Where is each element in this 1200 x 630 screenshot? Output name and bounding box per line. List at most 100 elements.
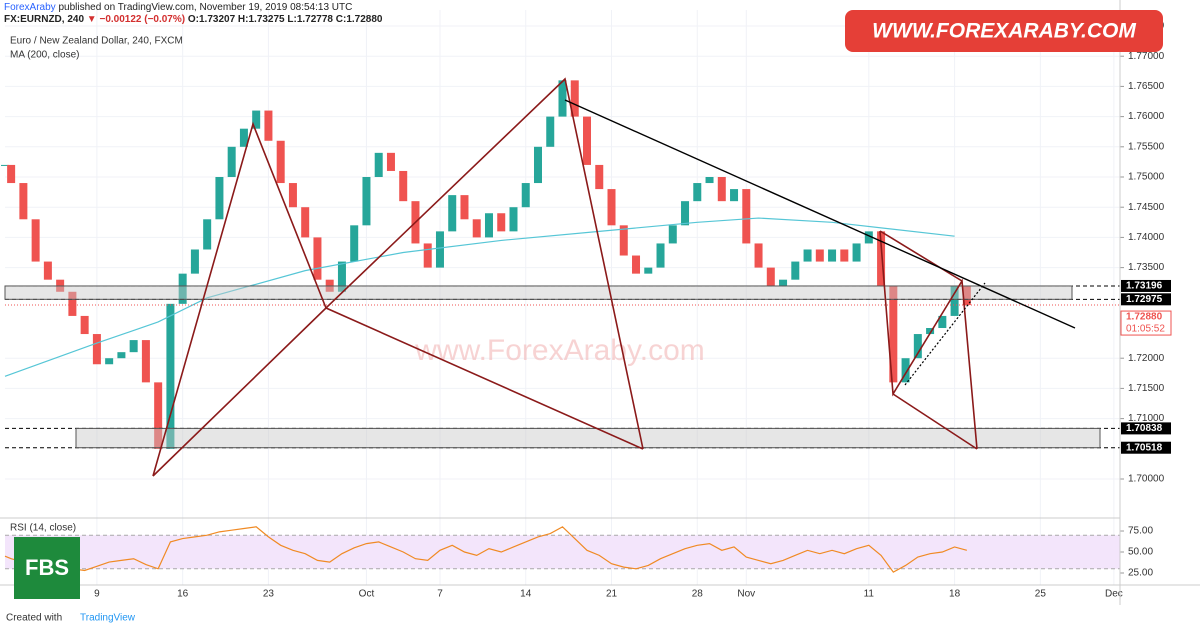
published: published on TradingView.com, November 1… — [58, 2, 353, 13]
y-tick-label: 1.71500 — [1128, 383, 1165, 394]
series-line — [4, 217, 955, 377]
header-line: ForexAraby published on TradingView.com,… — [4, 2, 352, 13]
y-tick-label: 1.74000 — [1128, 232, 1165, 243]
y-tick-label: 1.73500 — [1128, 262, 1165, 273]
candle — [840, 249, 849, 262]
candle — [693, 183, 702, 202]
candle — [595, 164, 604, 190]
candle — [117, 352, 126, 359]
candle — [472, 219, 481, 238]
header-quote: FX:EURNZD, 240 ▼ −0.00122 (−0.07%) O:1.7… — [4, 14, 382, 25]
candle — [203, 219, 212, 250]
candle — [423, 243, 432, 268]
candle — [141, 340, 150, 383]
candle — [828, 249, 837, 262]
zone — [4, 285, 1073, 300]
candle — [533, 146, 542, 184]
y-tick-label: 25.00 — [1128, 568, 1153, 579]
candle — [68, 291, 77, 316]
candle — [705, 177, 714, 184]
candle — [632, 255, 641, 274]
harmonic-pattern — [152, 77, 978, 477]
countdown: 01:05:52 — [1126, 324, 1165, 335]
candle — [803, 249, 812, 262]
candle — [448, 195, 457, 232]
candle — [190, 249, 199, 274]
candle — [815, 249, 824, 262]
ohlc: C:1.72880 — [335, 14, 383, 25]
y-tick-label: 1.76500 — [1128, 81, 1165, 92]
level-label-box — [1121, 441, 1171, 454]
x-tick-label: 16 — [177, 589, 189, 600]
candle — [962, 285, 971, 306]
candle — [730, 189, 739, 202]
y-tick-label: 50.00 — [1128, 547, 1153, 558]
x-tick-label: 18 — [949, 589, 961, 600]
candle — [374, 152, 383, 178]
x-tick-label: 25 — [1035, 589, 1047, 600]
x-tick-label: 21 — [606, 589, 618, 600]
candle — [80, 315, 89, 335]
x-tick-label: Nov — [737, 589, 755, 600]
watermark: www.ForexAraby.com — [414, 334, 705, 367]
candle — [264, 110, 273, 141]
candle — [215, 177, 224, 220]
symbol: FX:EURNZD, 240 — [4, 14, 85, 25]
change: ▼ −0.00122 (−0.07%) — [86, 14, 186, 25]
candle — [166, 303, 175, 449]
banner-text: WWW.FOREXARABY.COM — [872, 20, 1136, 43]
y-tick-label: 1.75000 — [1128, 172, 1165, 183]
candle — [1, 164, 9, 166]
candle — [350, 225, 359, 262]
x-tick-label: Oct — [359, 589, 375, 600]
publisher: ForexAraby — [4, 2, 56, 13]
candle — [877, 231, 886, 286]
candle — [386, 152, 395, 171]
candle — [852, 243, 861, 262]
candle — [619, 225, 628, 256]
candle — [252, 110, 261, 129]
candle — [497, 213, 506, 232]
candle — [521, 183, 530, 208]
zone — [75, 427, 1101, 449]
candle — [313, 237, 322, 280]
y-tick-label: 1.74500 — [1128, 202, 1165, 213]
current-price-label: 1.72880 — [1126, 312, 1163, 323]
candle — [742, 189, 751, 244]
rsi-title: RSI (14, close) — [10, 523, 76, 534]
banner — [845, 10, 1163, 52]
candle — [288, 183, 297, 208]
candle — [938, 315, 947, 329]
y-tick-label: 1.70000 — [1128, 474, 1165, 485]
y-tick-label: 1.75500 — [1128, 141, 1165, 152]
candle — [681, 201, 690, 226]
candle — [779, 279, 788, 286]
candle — [362, 177, 371, 226]
level-label: 1.73196 — [1126, 281, 1163, 292]
candle — [570, 80, 579, 117]
candle — [92, 334, 101, 365]
candle — [105, 358, 114, 365]
y-tick-label: 75.00 — [1128, 526, 1153, 537]
candle — [926, 328, 935, 335]
x-tick-label: 11 — [864, 589, 875, 600]
candle — [19, 183, 28, 220]
current-price-box — [1120, 310, 1172, 336]
x-tick-label: 7 — [437, 589, 443, 600]
candle — [913, 334, 922, 359]
candle — [656, 243, 665, 268]
ohlc: O:1.73207 — [187, 14, 236, 25]
level-label-box — [1121, 279, 1171, 292]
candle — [239, 128, 248, 147]
level-label: 1.70518 — [1126, 442, 1163, 453]
footer-brand: TradingView — [80, 613, 136, 624]
candle — [460, 195, 469, 220]
candle — [31, 219, 40, 262]
level-label-box — [1121, 422, 1171, 435]
trend-line — [564, 99, 1076, 329]
candle — [484, 213, 493, 238]
x-tick-label: 9 — [94, 589, 100, 600]
